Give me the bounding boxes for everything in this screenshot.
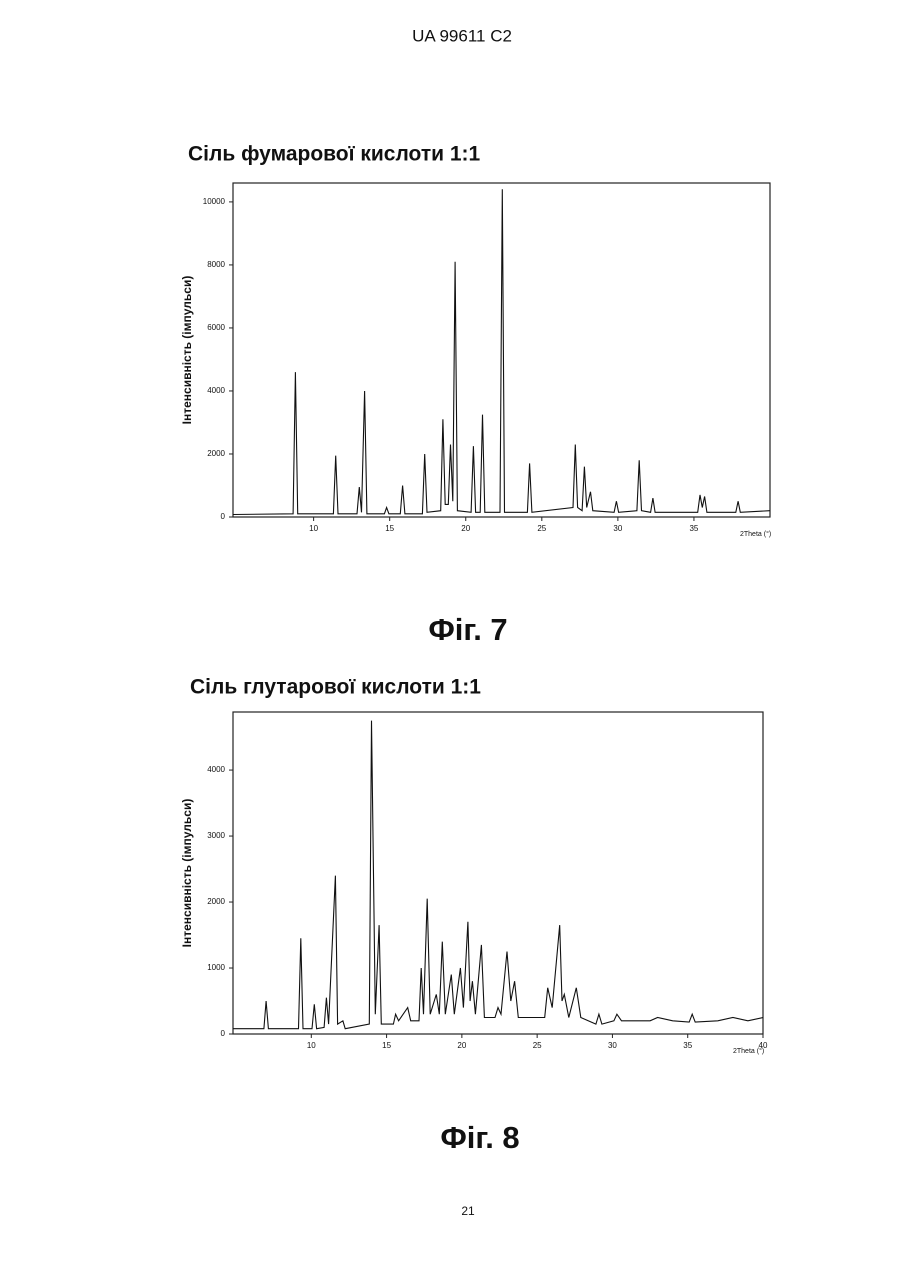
x-tick-label: 35	[689, 524, 698, 533]
x-tick-label: 25	[537, 524, 546, 533]
page-number: 21	[461, 1204, 475, 1218]
y-tick-label: 6000	[207, 323, 225, 332]
x-tick-label: 25	[533, 1041, 542, 1050]
page: {"header": {"patent": "UA 99611 C2"}, "c…	[0, 0, 901, 1273]
y-tick-label: 0	[221, 1029, 226, 1038]
y-axis-label: Інтенсивність (імпульси)	[180, 276, 194, 425]
x-tick-label: 20	[457, 1041, 466, 1050]
y-tick-label: 4000	[207, 386, 225, 395]
x-tick-label: 30	[613, 524, 622, 533]
x-tick-label: 15	[385, 524, 394, 533]
x-tick-label: 30	[608, 1041, 617, 1050]
x-tick-label: 10	[307, 1041, 316, 1050]
diffraction-line	[233, 189, 770, 514]
x-tick-label: 40	[759, 1041, 768, 1050]
figure-caption: Фіг. 7	[428, 612, 507, 647]
y-tick-label: 8000	[207, 260, 225, 269]
y-tick-label: 1000	[207, 963, 225, 972]
figure-caption: Фіг. 8	[440, 1120, 519, 1155]
chart-title: Сіль фумарової кислоти 1:1	[188, 143, 481, 166]
plot-frame	[233, 712, 763, 1034]
x-axis-label: 2Theta (°)	[740, 530, 771, 538]
y-tick-label: 0	[221, 512, 226, 521]
patent-header: UA 99611 C2	[412, 26, 512, 45]
chart-title: Сіль глутарової кислоти 1:1	[190, 676, 481, 699]
y-tick-label: 4000	[207, 765, 225, 774]
x-tick-label: 35	[683, 1041, 692, 1050]
y-tick-label: 2000	[207, 897, 225, 906]
y-tick-label: 2000	[207, 449, 225, 458]
x-tick-label: 20	[461, 524, 470, 533]
y-tick-label: 10000	[203, 197, 226, 206]
y-axis-label: Інтенсивність (імпульси)	[180, 799, 194, 948]
y-tick-label: 3000	[207, 831, 225, 840]
diffraction-line	[233, 721, 763, 1029]
page-canvas: UA 99611 C2 21 Сіль фумарової кислоти 1:…	[0, 0, 901, 1273]
x-tick-label: 15	[382, 1041, 391, 1050]
x-tick-label: 10	[309, 524, 318, 533]
